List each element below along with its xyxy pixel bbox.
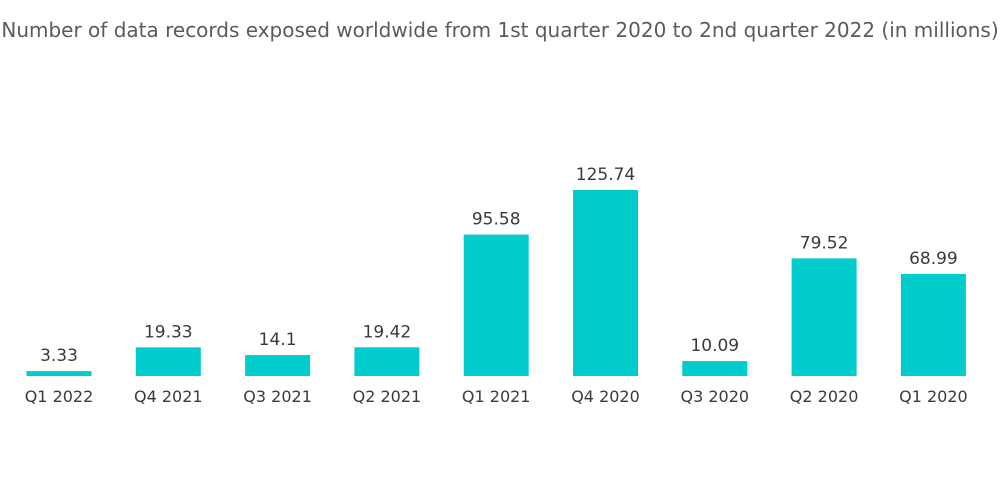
value-labels-group: 3.33 19.33 14.1 19.42 95.58 125.74 10.09 79.52 6…: [40, 165, 958, 366]
value-label-q2-2020: 79.52: [800, 233, 849, 253]
x-tick-label-q4-2021: Q4 2021: [134, 387, 203, 406]
x-tick-labels-group: Q1 2022 Q4 2021 Q3 2021 Q2 2021 Q1 2021 Q4 20…: [25, 387, 968, 406]
value-label-q4-2020: 125.74: [576, 165, 635, 185]
bar-q1-2020: [900, 273, 966, 376]
value-label-q1-2021: 95.58: [472, 210, 521, 230]
bar-q3-2020: [682, 361, 748, 376]
x-tick-label-q3-2021: Q3 2021: [243, 387, 312, 406]
bar-q4-2020: [573, 190, 638, 376]
bar-q1-2021: [463, 234, 529, 376]
chart-title: Number of data records exposed worldwide…: [1, 18, 999, 42]
value-label-q3-2021: 14.1: [259, 330, 297, 350]
bar-q4-2021: [135, 347, 201, 376]
bar-q2-2021: [354, 347, 420, 376]
value-label-q1-2022: 3.33: [40, 346, 78, 366]
value-label-q3-2020: 10.09: [690, 336, 739, 356]
x-tick-label-q1-2021: Q1 2021: [462, 387, 531, 406]
x-tick-label-q2-2021: Q2 2021: [353, 387, 422, 406]
value-label-q1-2020: 68.99: [909, 249, 958, 269]
bar-q3-2021: [245, 355, 311, 376]
bar-q1-2022: [26, 371, 92, 376]
x-tick-label-q1-2020: Q1 2020: [899, 387, 968, 406]
x-tick-label-q4-2020: Q4 2020: [571, 387, 640, 406]
bars-group: [26, 190, 966, 376]
bar-q2-2020: [791, 258, 857, 376]
x-tick-label-q2-2020: Q2 2020: [790, 387, 859, 406]
value-label-q4-2021: 19.33: [144, 322, 193, 342]
value-label-q2-2021: 19.42: [363, 322, 412, 342]
x-tick-label-q3-2020: Q3 2020: [681, 387, 750, 406]
x-tick-label-q1-2022: Q1 2022: [25, 387, 94, 406]
